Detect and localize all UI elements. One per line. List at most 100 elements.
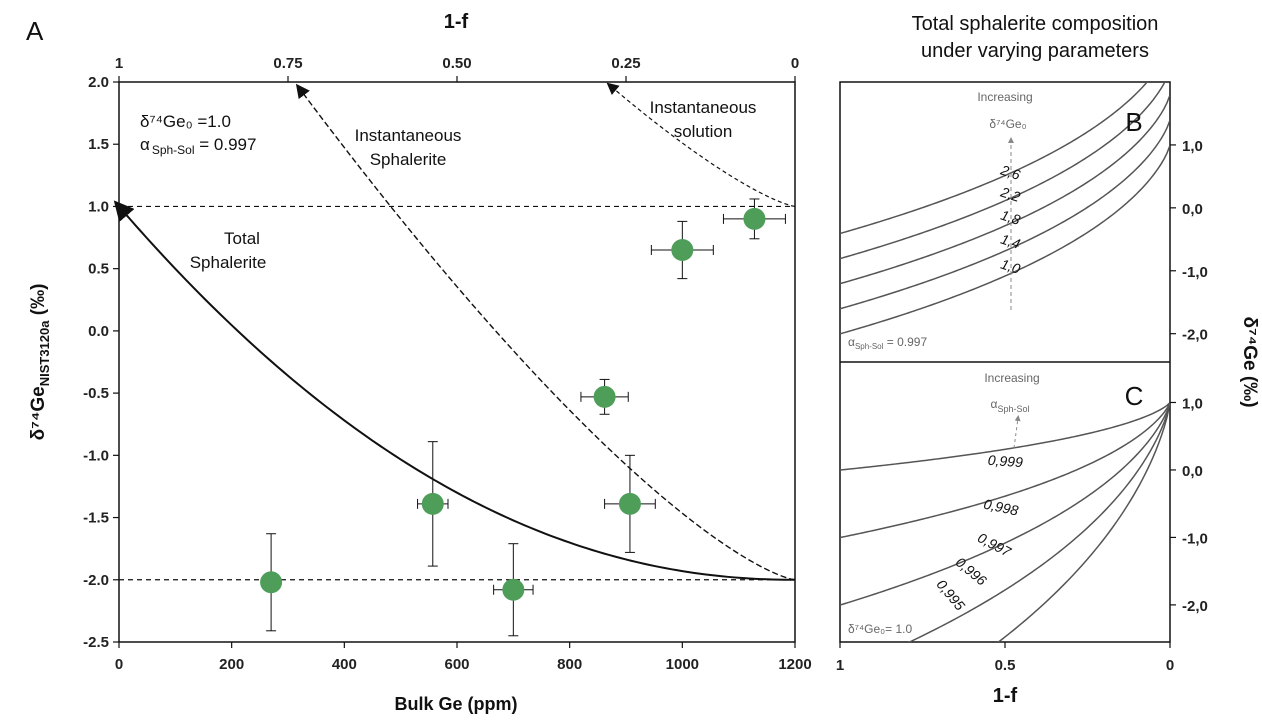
model-curve	[840, 82, 1149, 235]
panel-b-alpha: αSph-Sol = 0.997	[848, 335, 927, 351]
panel-c-x-ticks: 1 0.5 0	[836, 642, 1174, 674]
x-axis-ticks-a: 0 200 400 600 800 1000 1200	[115, 642, 812, 673]
data-point	[671, 239, 694, 261]
y-axis-label-a: δ⁷⁴GeNIST3120a (‰)	[28, 284, 52, 441]
y-tick-label: -2.0	[83, 572, 109, 589]
model-curve	[840, 145, 1170, 335]
panel-b-curves	[840, 82, 1170, 335]
y-tick-label: -1.0	[83, 447, 109, 464]
panel-c-x-axis-label: 1-f	[993, 685, 1018, 707]
panel-c-increasing: Increasing	[984, 371, 1039, 385]
curve-label: 1,4	[999, 231, 1023, 252]
right-tick-label: -1,0	[1182, 264, 1208, 281]
y-tick-label: 1.0	[88, 198, 109, 215]
label-inst-sph-2: Sphalerite	[370, 150, 447, 169]
model-curve	[840, 403, 1170, 539]
curve-label: 0,995	[933, 576, 968, 613]
bc-x-tick-label: 1	[836, 657, 844, 674]
model-curve	[840, 403, 1170, 606]
right-tick-label: 0,0	[1182, 201, 1203, 218]
x-tick-label: 0	[115, 656, 123, 673]
panel-bc-title-2: under varying parameters	[921, 40, 1149, 62]
panel-b-increasing: Increasing	[977, 90, 1032, 104]
plot-frame-a	[118, 81, 796, 643]
data-points	[260, 198, 786, 637]
right-tick-label: -2,0	[1182, 327, 1208, 344]
top-tick-label: 1	[115, 55, 123, 72]
panel-c-curves	[840, 402, 1170, 642]
y-tick-label: 0.5	[88, 261, 109, 278]
y-tick-label: 2.0	[88, 74, 109, 91]
panel-bc-title-1: Total sphalerite composition	[912, 13, 1159, 35]
top-axis-label: 1-f	[444, 11, 469, 33]
model-curve	[840, 95, 1170, 285]
y-tick-label: -0.5	[83, 385, 109, 402]
y-tick-label: 1.5	[88, 136, 109, 153]
x-tick-label: 200	[219, 656, 244, 673]
right-tick-label: 1,0	[1182, 138, 1203, 155]
x-axis-label-a: Bulk Ge (ppm)	[394, 694, 517, 714]
panel-label-c: C	[1125, 381, 1144, 411]
data-point	[593, 385, 616, 408]
panel-bc: Total sphalerite composition under varyi…	[836, 13, 1260, 707]
data-point	[260, 571, 283, 594]
total-sphalerite-curve	[113, 200, 796, 581]
label-total-1: Total	[224, 229, 260, 248]
model-curve	[840, 82, 1166, 260]
model-curve	[997, 404, 1170, 642]
panel-c-right-ticks: 1,0 0,0 -1,0 -2,0	[1170, 395, 1208, 615]
right-tick-label: 0,0	[1182, 463, 1203, 480]
panel-label-b: B	[1125, 107, 1142, 137]
top-tick-label: 0.50	[442, 55, 471, 72]
data-point	[743, 207, 766, 230]
data-point	[421, 492, 444, 515]
param-alpha: α Sph-Sol = 0.997	[140, 135, 256, 157]
model-curve	[840, 120, 1170, 310]
y-tick-label: -1.5	[83, 510, 109, 527]
instantaneous-sphalerite-curve	[295, 83, 796, 581]
x-tick-label: 400	[332, 656, 357, 673]
bc-x-tick-label: 0.5	[995, 657, 1016, 674]
label-inst-sph-1: Instantaneous	[355, 126, 462, 145]
model-curve	[907, 404, 1170, 642]
x-tick-label: 600	[444, 656, 469, 673]
panel-b-right-ticks: 1,0 0,0 -1,0 -2,0	[1170, 138, 1208, 344]
x-tick-label: 1000	[666, 656, 699, 673]
curve-label: 0,998	[982, 496, 1020, 519]
x-tick-label: 800	[557, 656, 582, 673]
top-tick-label: 0	[791, 55, 799, 72]
model-curve	[840, 402, 1170, 471]
bc-x-tick-label: 0	[1166, 657, 1174, 674]
panel-c-arrow	[1013, 415, 1021, 449]
panel-b-increasing-param: δ⁷⁴Ge₀	[989, 117, 1026, 131]
top-tick-label: 0.25	[611, 55, 640, 72]
panel-a: A 1-f 1 0.75 0.50 0.25 0 2.0 1.5 1.0 0.5 0.0 -0.5…	[26, 11, 812, 714]
y-axis-ticks-a: 2.0 1.5 1.0 0.5 0.0 -0.5 -1.0 -1.5 -2.0 -2.5	[83, 74, 119, 651]
right-y-axis-label: δ⁷⁴Ge (‰)	[1239, 316, 1260, 407]
right-tick-label: -1,0	[1182, 530, 1208, 547]
data-point	[502, 578, 525, 601]
param-delta0: δ⁷⁴Ge₀ =1.0	[140, 112, 231, 131]
panel-b-curve-labels: 2,62,21,81,41,0	[998, 161, 1023, 277]
top-tick-label: 0.75	[273, 55, 302, 72]
curve-label: 0,996	[953, 554, 990, 589]
right-tick-label: -2,0	[1182, 598, 1208, 615]
label-total-2: Sphalerite	[190, 253, 267, 272]
label-inst-sol-1: Instantaneous	[650, 98, 757, 117]
curve-label: 2,6	[998, 161, 1023, 183]
y-tick-label: -2.5	[83, 634, 109, 651]
right-tick-label: 1,0	[1182, 395, 1203, 412]
x-tick-label: 1200	[778, 656, 811, 673]
curve-label: 0,999	[987, 452, 1023, 470]
panel-c-delta: δ⁷⁴Ge₀= 1.0	[848, 622, 913, 636]
curve-label: 2,2	[998, 183, 1023, 205]
data-point	[618, 492, 641, 515]
top-axis-ticks: 1 0.75 0.50 0.25 0	[115, 55, 799, 82]
panel-c-increasing-param: αSph-Sol	[991, 397, 1030, 414]
instantaneous-solution-curve	[606, 82, 796, 208]
panel-label-a: A	[26, 16, 44, 46]
y-tick-label: 0.0	[88, 323, 109, 340]
curve-label: 0,997	[975, 529, 1015, 560]
